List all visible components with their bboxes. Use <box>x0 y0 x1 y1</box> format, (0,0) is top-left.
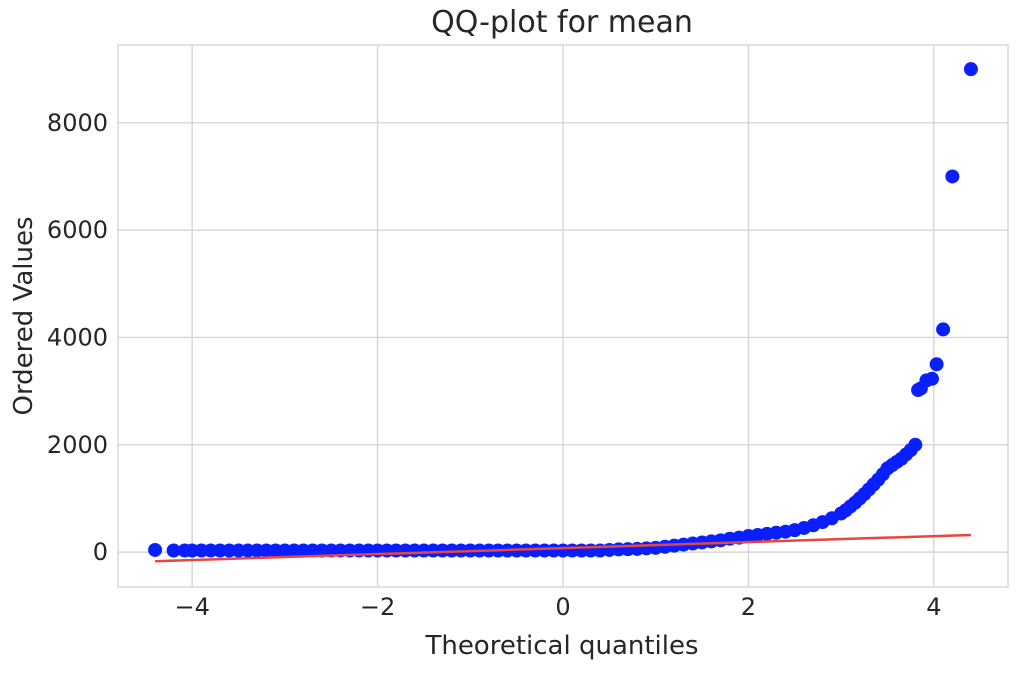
plot-border <box>117 44 1009 588</box>
grid-lines <box>118 45 1008 587</box>
y-tick-label: 6000 <box>47 216 108 244</box>
y-axis-label: Ordered Values <box>9 216 39 415</box>
y-tick-label: 2000 <box>47 431 108 459</box>
reference-line <box>155 533 971 563</box>
x-tick-label: 0 <box>555 593 570 621</box>
scatter-points <box>148 62 978 558</box>
x-tick-label: 4 <box>926 593 941 621</box>
x-tick-label: −4 <box>174 593 209 621</box>
plot-frame <box>117 44 1009 588</box>
data-point <box>148 542 163 557</box>
data-point <box>908 437 923 452</box>
data-point <box>963 62 978 77</box>
data-point <box>924 371 939 386</box>
data-point <box>166 543 181 558</box>
tick-labels: −4 −2 0 2 4 0 2000 4000 6000 8000 <box>47 109 942 621</box>
data-point <box>929 357 944 372</box>
chart-title: QQ-plot for mean <box>431 5 693 40</box>
x-tick-label: 2 <box>741 593 756 621</box>
y-tick-label: 4000 <box>47 323 108 351</box>
x-tick-label: −2 <box>360 593 395 621</box>
data-point <box>936 322 951 337</box>
y-tick-label: 8000 <box>47 109 108 137</box>
data-point <box>945 169 960 184</box>
x-axis-label: Theoretical quantiles <box>424 631 698 661</box>
fit-line <box>155 533 971 563</box>
y-tick-label: 0 <box>93 538 108 566</box>
